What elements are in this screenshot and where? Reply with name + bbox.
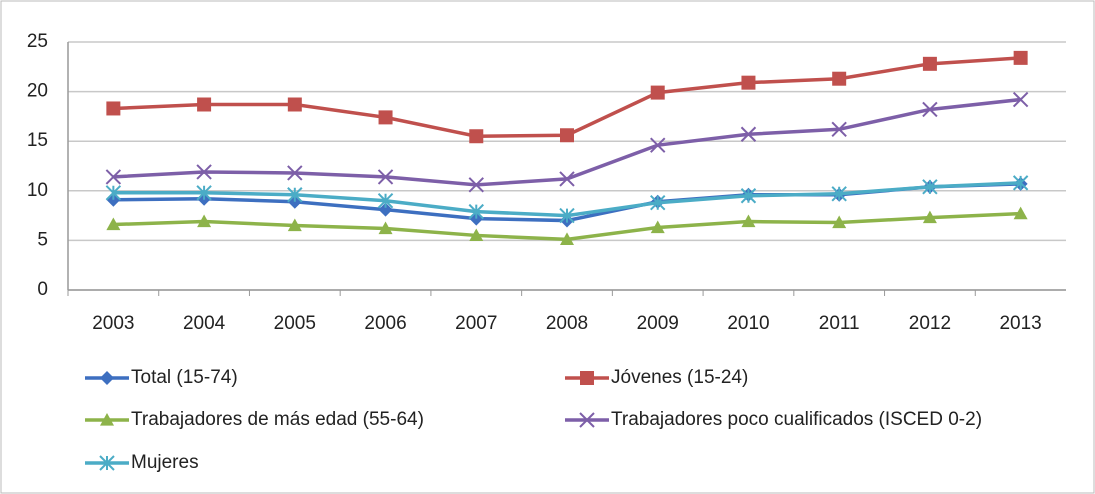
y-tick-label: 5 <box>37 229 48 250</box>
data-point <box>377 193 394 209</box>
data-point <box>378 221 393 235</box>
legend-marker <box>100 413 114 426</box>
y-tick-label: 10 <box>27 180 48 201</box>
data-point <box>560 232 574 246</box>
data-point <box>1012 175 1029 191</box>
data-point <box>287 187 303 203</box>
data-point <box>287 165 303 181</box>
data-point <box>650 194 666 211</box>
x-tick-label: 2009 <box>637 313 679 334</box>
data-point <box>741 214 756 228</box>
data-point <box>650 220 665 234</box>
y-tick-label: 20 <box>27 81 48 102</box>
data-point <box>106 101 121 116</box>
data-point <box>741 75 756 90</box>
legend-label: Jóvenes (15-24) <box>611 367 748 388</box>
legend-marker <box>579 412 595 428</box>
data-point <box>922 179 938 195</box>
x-tick-label: 2007 <box>455 313 497 334</box>
x-tick-label: 2012 <box>909 313 951 334</box>
data-point <box>922 210 937 224</box>
data-point <box>468 203 484 220</box>
legend-marker <box>580 371 594 385</box>
legend-marker <box>99 455 115 471</box>
data-point <box>922 101 938 118</box>
data-point <box>831 121 847 138</box>
data-point <box>287 218 302 232</box>
x-tick-label: 2011 <box>819 313 860 334</box>
data-point <box>740 188 757 204</box>
data-point <box>740 126 757 142</box>
data-point <box>650 85 665 100</box>
x-tick-label: 2004 <box>183 313 226 334</box>
data-point <box>560 128 574 143</box>
x-tick-label: 2010 <box>727 313 769 334</box>
data-point <box>196 185 212 201</box>
x-tick-label: 2003 <box>92 313 134 334</box>
data-point <box>1013 50 1028 65</box>
data-point <box>106 217 121 231</box>
data-point <box>197 214 212 228</box>
data-point <box>559 207 575 224</box>
data-point <box>469 129 484 144</box>
data-point <box>468 177 484 193</box>
data-point <box>922 56 937 71</box>
data-point <box>196 164 212 180</box>
data-point <box>559 171 575 187</box>
legend-label: Trabajadores de más edad (55-64) <box>131 409 424 430</box>
data-point <box>378 202 393 217</box>
data-point <box>377 169 394 185</box>
x-tick-label: 2013 <box>999 313 1041 334</box>
data-point <box>832 215 847 229</box>
data-point <box>832 71 847 86</box>
data-point <box>469 228 484 242</box>
legend-label: Total (15-74) <box>131 367 238 388</box>
y-tick-label: 25 <box>27 31 48 52</box>
legend-label: Trabajadores poco cualificados (ISCED 0-… <box>611 409 982 430</box>
x-tick-label: 2005 <box>274 313 316 334</box>
y-tick-label: 0 <box>37 279 48 300</box>
data-point <box>197 97 212 112</box>
legend-label: Mujeres <box>131 452 199 473</box>
data-point <box>287 97 302 112</box>
x-tick-label: 2006 <box>364 313 406 334</box>
x-tick-label: 2008 <box>546 313 588 334</box>
data-point <box>1012 91 1029 108</box>
data-point <box>650 137 666 153</box>
data-point <box>105 169 122 185</box>
legend-marker <box>100 371 114 385</box>
y-tick-label: 15 <box>27 130 48 151</box>
data-point <box>831 186 847 202</box>
data-point <box>378 110 393 125</box>
data-point <box>1013 206 1028 220</box>
data-point <box>105 185 122 201</box>
